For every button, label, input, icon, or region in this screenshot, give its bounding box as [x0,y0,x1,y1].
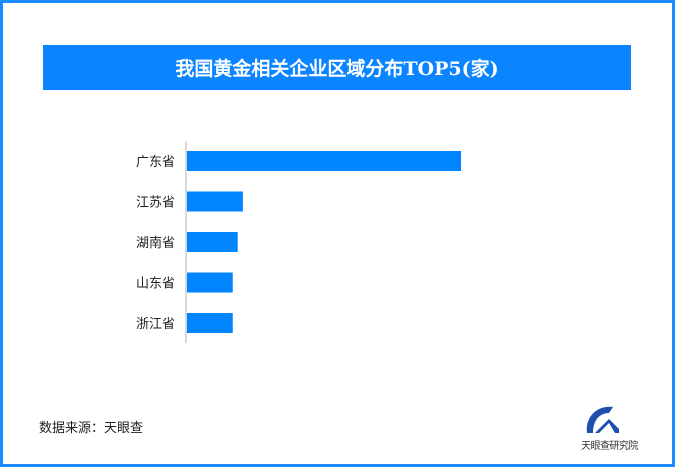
category-label: 江苏省 [136,195,175,211]
category-label: 山东省 [136,277,175,292]
bar-2 [187,232,238,252]
logo-icon [586,406,619,433]
data-source: 数据来源：天眼查 [39,421,144,436]
bar-3 [187,272,233,293]
bar-0 [187,151,461,171]
bar-4 [187,313,233,333]
logo-text: 天眼查研究院 [581,441,639,452]
chart-title: 我国黄金相关企业区域分布TOP5(家) [43,45,631,90]
category-label: 湖南省 [136,235,175,251]
category-label: 广东省 [136,155,175,170]
bar-1 [187,191,243,212]
category-label: 浙江省 [136,317,175,332]
tianyancha-logo: 天眼查研究院 [581,401,651,452]
